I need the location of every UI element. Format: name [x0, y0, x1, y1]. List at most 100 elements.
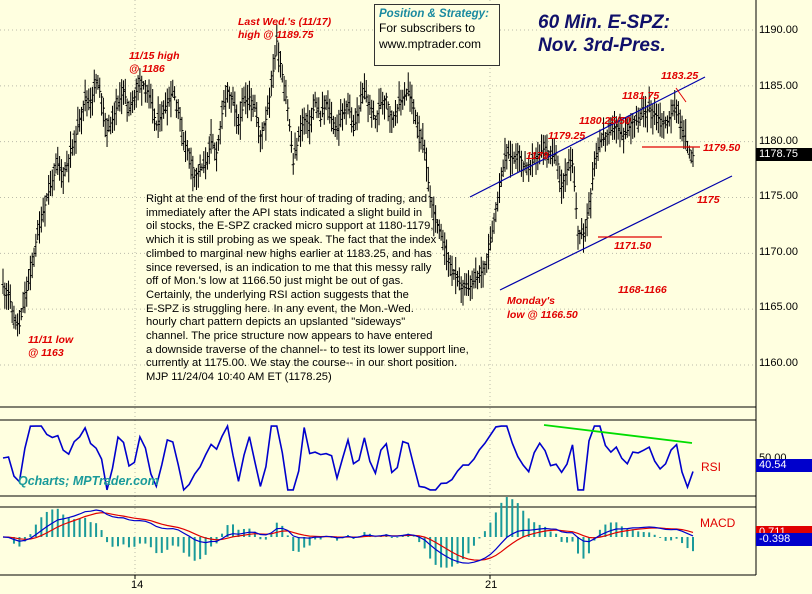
rsi-value-badge: 40.54: [756, 459, 812, 472]
position-strategy-link[interactable]: www.mptrader.com: [379, 37, 482, 51]
price-bar: [251, 94, 255, 117]
price-bar: [426, 166, 430, 192]
price-bar: [510, 143, 514, 175]
price-tick-1180: 1180.00: [759, 135, 798, 147]
price-bar: [499, 167, 503, 188]
price-bar: [196, 164, 200, 188]
price-tick-1190: 1190.00: [759, 24, 798, 36]
price-bar: [554, 144, 558, 166]
price-bar: [79, 106, 84, 135]
price-bar: [54, 153, 58, 174]
time-label-14: 14: [131, 579, 143, 591]
rsi-divergence-line: [543, 424, 693, 444]
annotation-117925: 1179.25: [548, 130, 585, 142]
price-bar: [207, 136, 211, 165]
price-bar: [337, 109, 341, 146]
last-price-badge: 1178.75: [756, 148, 812, 161]
price-bar: [591, 162, 595, 191]
price-bar: [218, 120, 222, 145]
price-bar: [329, 101, 334, 132]
price-bar: [587, 192, 591, 216]
price-bar: [328, 98, 332, 124]
commentary-line: a downside traverse of the channel-- to …: [146, 343, 469, 356]
price-bar: [308, 110, 312, 145]
price-bar: [191, 155, 195, 192]
commentary-line: since reversed, is an indication to me t…: [146, 261, 432, 274]
annotation-1111-low-b: @ 1163: [28, 347, 64, 359]
price-bar: [152, 108, 157, 132]
annotation-1111-low-a: 11/11 low: [28, 334, 74, 346]
price-bar: [351, 114, 356, 137]
price-bar: [52, 163, 56, 191]
price-bar: [311, 94, 315, 120]
price-bar: [574, 192, 578, 219]
price-bar: [256, 117, 261, 144]
price-bar: [320, 91, 325, 118]
price-bar: [238, 101, 242, 140]
price-bar: [89, 87, 93, 119]
price-bar: [275, 24, 279, 56]
price-bar: [23, 281, 27, 314]
price-bar: [28, 255, 32, 291]
price-bar: [373, 115, 377, 129]
price-bar: [342, 98, 346, 120]
price-bar: [72, 130, 76, 156]
rsi-line: [2, 423, 694, 492]
price-bar: [585, 203, 589, 237]
price-bar: [381, 91, 385, 115]
price-bar: [107, 114, 111, 133]
price-bar: [501, 159, 505, 177]
price-bar: [401, 89, 405, 110]
price-bar: [103, 112, 107, 138]
commentary-line: climbed to marginal new highs earlier at…: [146, 247, 432, 260]
price-bar: [127, 100, 131, 117]
price-bar: [550, 138, 555, 167]
price-bar: [14, 314, 18, 330]
price-bar: [151, 88, 155, 124]
price-tick-1170: 1170.00: [759, 246, 798, 258]
commentary-line: currently at 1175.00. We stay the course…: [146, 357, 458, 370]
price-bar: [227, 86, 231, 109]
price-bar: [684, 119, 688, 150]
price-bar: [300, 108, 304, 142]
price-bar: [63, 162, 67, 177]
price-bar: [658, 102, 662, 137]
price-bar: [118, 82, 122, 112]
position-strategy-box[interactable]: Position & Strategy: For subscribers to …: [374, 4, 500, 66]
price-bar: [121, 80, 126, 105]
price-bar: [43, 195, 47, 227]
price-bar: [355, 97, 359, 131]
price-bar: [379, 87, 383, 110]
price-bar: [673, 89, 677, 121]
macd-label: MACD: [700, 516, 736, 530]
price-bar: [220, 100, 224, 130]
price-bar: [214, 141, 219, 172]
rsi-label: RSI: [701, 460, 721, 474]
price-bar: [382, 95, 387, 120]
price-bar: [129, 92, 133, 116]
price-bar: [105, 118, 109, 148]
price-bar: [154, 120, 158, 131]
price-bar: [417, 115, 421, 152]
price-bar: [319, 110, 323, 127]
price-bar: [41, 197, 45, 223]
price-bar: [112, 102, 116, 131]
channel-lower-line: [499, 175, 733, 291]
price-bar: [178, 106, 182, 132]
price-bar: [205, 152, 210, 170]
price-bar: [293, 132, 297, 159]
position-strategy-line1: For subscribers to: [379, 21, 476, 35]
price-bar: [172, 86, 177, 101]
price-bar: [664, 116, 668, 129]
price-bar: [78, 109, 82, 132]
price-bar: [171, 79, 175, 98]
price-bar: [277, 42, 281, 73]
price-bar: [415, 112, 419, 139]
commentary-line: oil stocks, the E-SPZ cracked micro supp…: [146, 220, 434, 233]
price-bar: [309, 107, 314, 133]
price-bar: [419, 128, 423, 150]
price-bar: [691, 147, 695, 168]
price-bar: [174, 99, 179, 118]
price-bar: [244, 82, 248, 115]
price-bar: [578, 229, 582, 245]
